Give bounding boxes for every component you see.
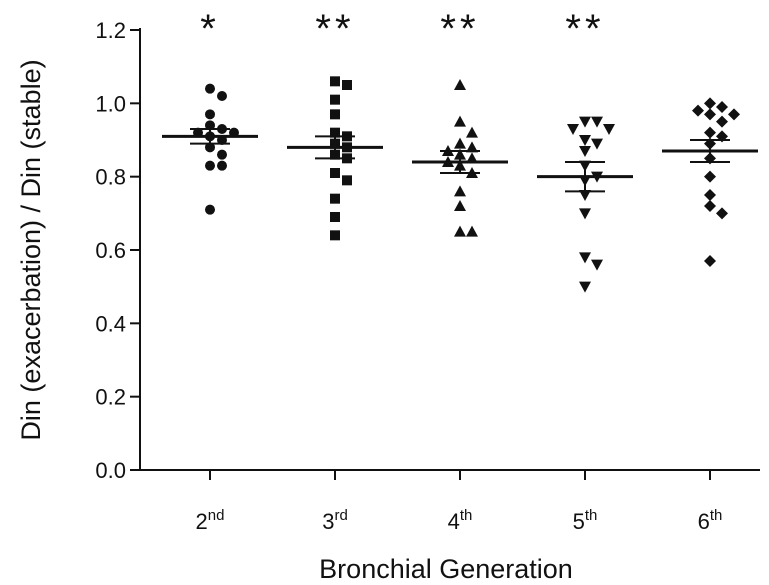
data-point — [330, 193, 340, 204]
series-group: * — [162, 7, 258, 215]
data-point — [217, 91, 227, 101]
y-tick-label: 0.0 — [95, 458, 126, 483]
marks: * ** ** ** — [162, 7, 758, 293]
data-point — [579, 146, 591, 157]
data-point — [704, 97, 716, 110]
significance-label: ** — [565, 7, 604, 51]
x-tick-label: 6th — [698, 507, 723, 534]
data-point — [692, 104, 704, 117]
data-point — [330, 168, 340, 178]
y-tick-label: 0.8 — [95, 165, 126, 190]
significance-label: ** — [315, 7, 354, 51]
data-point — [454, 137, 466, 149]
data-point — [205, 120, 215, 131]
data-point — [603, 124, 615, 135]
y-tick-label: 1.0 — [95, 91, 126, 116]
data-point — [342, 175, 352, 186]
data-point — [704, 126, 716, 139]
data-point — [205, 83, 215, 94]
data-point — [704, 255, 716, 267]
data-point — [591, 138, 603, 150]
data-point — [454, 79, 466, 90]
significance-label: * — [200, 7, 220, 51]
data-point — [591, 116, 603, 128]
data-point — [704, 170, 716, 183]
data-point — [716, 115, 728, 128]
x-axis-title: Bronchial Generation — [319, 554, 573, 584]
data-point — [704, 189, 716, 201]
x-tick-label: 3rd — [322, 507, 348, 534]
data-point — [716, 207, 728, 220]
data-point — [579, 190, 591, 201]
data-point — [330, 109, 340, 120]
data-point — [205, 142, 215, 153]
data-point — [579, 208, 591, 220]
data-point — [454, 200, 466, 211]
data-point — [579, 252, 591, 264]
data-point — [591, 259, 603, 271]
series-group: ** — [537, 7, 633, 293]
data-point — [454, 115, 466, 127]
data-point — [217, 149, 227, 160]
data-point — [217, 160, 227, 171]
y-axis-title: Din (exacerbation) / Din (stable) — [16, 59, 46, 440]
series-group: ** — [287, 7, 383, 241]
data-point — [728, 108, 740, 121]
data-point — [704, 200, 716, 212]
x-tick-label: 4th — [448, 507, 473, 534]
data-point — [466, 225, 478, 237]
data-point — [330, 127, 340, 138]
x-tick-label: 2nd — [196, 507, 225, 534]
y-tick-label: 0.2 — [95, 385, 126, 410]
data-point — [466, 126, 478, 138]
axes: 0.0 0.2 0.4 0.6 0.8 1.0 1.2 2nd 3rd 4th 5th 6th — [95, 18, 760, 534]
data-point — [567, 124, 579, 135]
data-point — [330, 76, 340, 87]
data-point — [454, 185, 466, 197]
x-tick-label: 5th — [573, 507, 598, 534]
series-group — [662, 97, 758, 267]
data-point — [330, 94, 340, 105]
data-point — [579, 281, 591, 293]
data-point — [704, 108, 716, 121]
data-point — [579, 116, 591, 128]
data-point — [205, 109, 215, 120]
data-point — [466, 141, 478, 153]
data-point — [454, 225, 466, 237]
data-point — [342, 80, 352, 90]
y-tick-label: 0.4 — [95, 311, 126, 336]
y-tick-label: 1.2 — [95, 18, 126, 43]
data-point — [205, 160, 215, 171]
data-point — [205, 204, 215, 215]
data-point — [330, 212, 340, 222]
y-tick-label: 0.6 — [95, 238, 126, 263]
data-point — [579, 135, 591, 146]
series-group: ** — [412, 7, 508, 237]
significance-label: ** — [440, 7, 479, 51]
data-point — [330, 230, 340, 241]
data-point — [716, 101, 728, 113]
